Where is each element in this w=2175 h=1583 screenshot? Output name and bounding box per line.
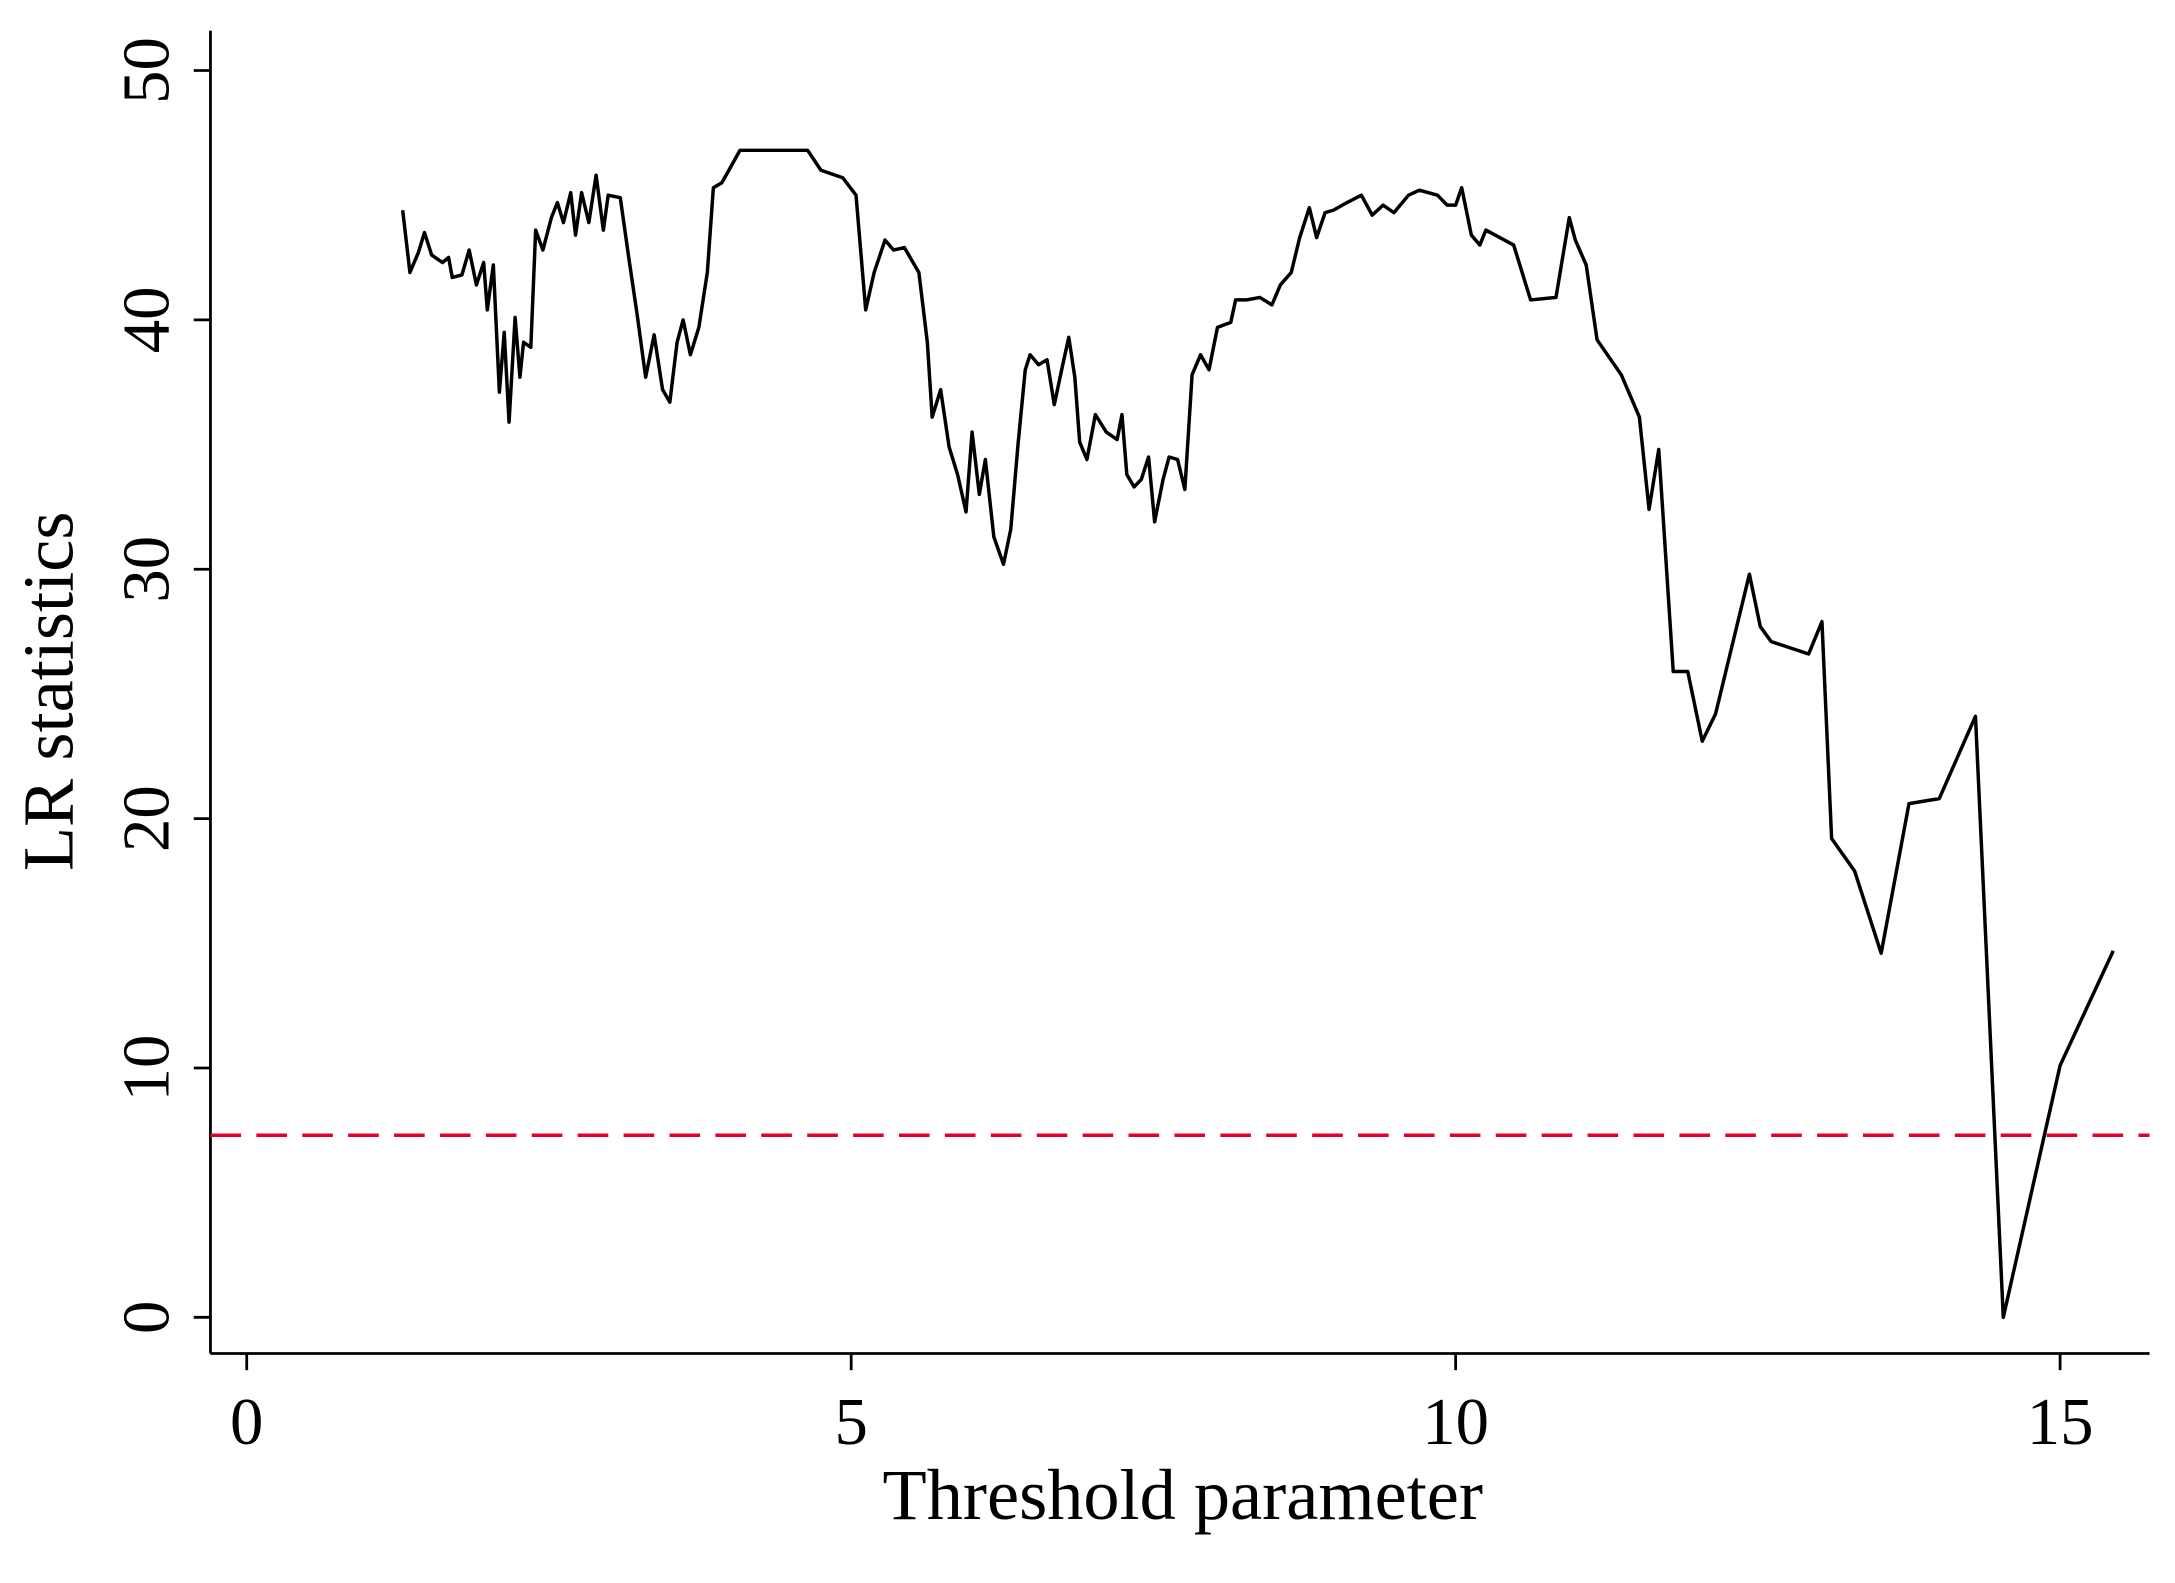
y-tick-label: 30 bbox=[111, 536, 184, 603]
x-tick-label: 15 bbox=[2027, 1386, 2094, 1459]
x-tick-label: 5 bbox=[834, 1386, 867, 1459]
data-line bbox=[400, 148, 2115, 1320]
x-axis-title: Threshold parameter bbox=[883, 1455, 1483, 1535]
y-tick-label: 10 bbox=[111, 1035, 184, 1102]
x-tick-label: 0 bbox=[230, 1386, 263, 1459]
y-tick-label: 50 bbox=[111, 37, 184, 104]
x-tick-label: 10 bbox=[1422, 1386, 1489, 1459]
y-tick-label: 40 bbox=[111, 286, 184, 353]
y-tick-label: 0 bbox=[111, 1301, 184, 1334]
y-tick-label: 20 bbox=[111, 785, 184, 852]
y-axis-title: LR statistics bbox=[9, 512, 89, 872]
